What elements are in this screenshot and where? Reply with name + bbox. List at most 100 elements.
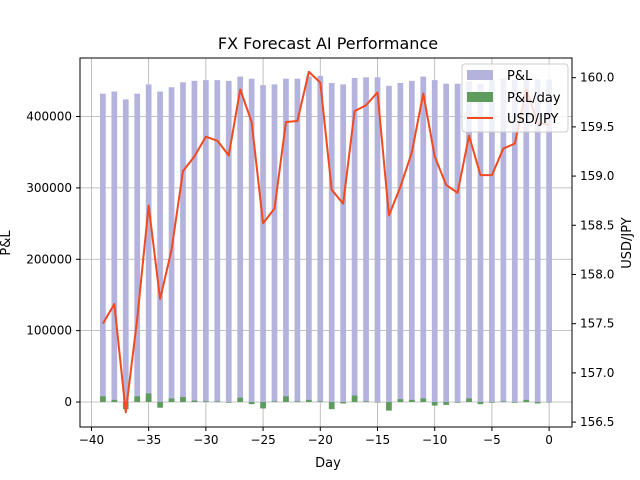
- y-right-tick-label: 158.0: [580, 267, 614, 281]
- pnl-bar: [397, 82, 404, 403]
- y-right-tick-label: 157.5: [580, 317, 614, 331]
- pnl-per-day-bar: [489, 402, 495, 403]
- y-left-tick-label: 0: [64, 395, 72, 409]
- pnl-per-day-bars: [100, 393, 552, 411]
- pnl-per-day-bar: [374, 402, 381, 403]
- pnl-per-day-bar: [466, 398, 472, 403]
- pnl-per-day-bar: [454, 402, 461, 403]
- pnl-per-day-bar: [214, 401, 221, 403]
- pnl-bar: [363, 77, 369, 403]
- pnl-bar: [546, 79, 552, 403]
- y-right-tick-label: 158.5: [580, 218, 614, 232]
- pnl-bar: [180, 82, 186, 403]
- x-tick-label: −5: [483, 433, 501, 447]
- pnl-per-day-bar: [168, 398, 175, 403]
- pnl-bar: [237, 76, 244, 403]
- legend: P&L P&L/day USD/JPY: [461, 63, 569, 133]
- y-axis-left-label: P&L: [0, 230, 14, 256]
- pnl-bars: [100, 75, 552, 403]
- legend-box: [461, 63, 569, 133]
- pnl-bar: [466, 81, 472, 403]
- pnl-bar: [134, 93, 141, 403]
- pnl-per-day-bar: [511, 402, 518, 403]
- plot-frame: [79, 57, 573, 428]
- x-tick-label: −35: [136, 433, 161, 447]
- pnl-per-day-bar: [283, 396, 289, 403]
- pnl-per-day-bar: [317, 401, 324, 403]
- pnl-per-day-bar: [340, 402, 347, 404]
- y-right-tick-label: 159.5: [580, 120, 614, 134]
- legend-label-pnl: P&L: [507, 69, 533, 84]
- pnl-bar: [489, 79, 495, 403]
- pnl-bar: [225, 80, 232, 403]
- y-axis-right-label: USD/JPY: [620, 217, 635, 269]
- pnl-per-day-bar: [134, 396, 141, 403]
- pnl-bar: [454, 83, 461, 403]
- pnl-per-day-bar: [443, 402, 449, 405]
- legend-label-pnl-per-day: P&L/day: [507, 91, 561, 106]
- usdjpy-line: [102, 70, 550, 414]
- pnl-bar: [214, 80, 221, 403]
- pnl-bar: [420, 76, 427, 403]
- y-left-tick-label: 300000: [26, 181, 72, 195]
- legend-swatch-pnl-per-day: [467, 92, 493, 102]
- pnl-per-day-bar: [386, 402, 392, 411]
- x-tick-label: −25: [250, 433, 275, 447]
- pnl-per-day-bar: [523, 399, 530, 403]
- pnl-bar: [191, 80, 198, 403]
- pnl-per-day-bar: [431, 402, 438, 406]
- y-right-tick-label: 157.0: [580, 366, 614, 380]
- chart-title: FX Forecast AI Performance: [218, 34, 438, 53]
- pnl-per-day-bar: [260, 402, 266, 409]
- pnl-per-day-bar: [248, 402, 255, 405]
- usdjpy-series-line: [102, 70, 550, 414]
- pnl-bar: [317, 75, 324, 403]
- pnl-bar: [386, 85, 392, 403]
- pnl-bar: [260, 85, 266, 403]
- pnl-bar: [145, 84, 152, 403]
- pnl-bar: [305, 76, 312, 403]
- pnl-per-day-bar: [305, 399, 312, 403]
- pnl-bar: [511, 80, 518, 403]
- pnl-per-day-bar: [408, 399, 415, 403]
- pnl-bar: [534, 79, 541, 403]
- pnl-bar: [283, 78, 289, 403]
- pnl-per-day-bar: [271, 401, 278, 403]
- x-tick-label: −10: [422, 433, 447, 447]
- pnl-per-day-bar: [420, 398, 427, 403]
- pnl-bar: [408, 80, 415, 403]
- x-tick-label: −20: [308, 433, 333, 447]
- pnl-per-day-bar: [534, 402, 541, 404]
- pnl-bar: [111, 91, 118, 403]
- y-left-tick-label: 400000: [26, 110, 72, 124]
- x-tick-label: 0: [545, 433, 553, 447]
- pnl-per-day-bar: [351, 395, 358, 403]
- pnl-bar: [340, 84, 347, 403]
- pnl-bar: [100, 93, 106, 403]
- y-right-tick-label: 156.5: [580, 415, 614, 429]
- pnl-bar: [294, 78, 301, 403]
- pnl-per-day-bar: [363, 401, 369, 403]
- x-axis: −40 −35 −30 −25 −20 −15 −10 −5 0: [79, 427, 553, 447]
- y-axis-right: 156.5 157.0 157.5 158.0 158.5 159.0 159.5 160.0: [572, 71, 614, 429]
- pnl-per-day-bar: [145, 393, 152, 403]
- pnl-bar: [500, 78, 507, 403]
- pnl-per-day-bar: [237, 397, 244, 403]
- y-right-tick-label: 159.0: [580, 169, 614, 183]
- pnl-per-day-bar: [225, 402, 232, 403]
- pnl-bar: [271, 84, 278, 403]
- pnl-bar: [157, 91, 163, 403]
- y-left-tick-label: 200000: [26, 252, 72, 266]
- pnl-bar: [431, 80, 438, 403]
- pnl-bar: [203, 80, 209, 403]
- pnl-per-day-bar: [157, 402, 163, 408]
- y-axis-left: 0 100000 200000 300000 400000: [26, 110, 80, 409]
- x-tick-label: −40: [79, 433, 104, 447]
- pnl-per-day-bar: [477, 402, 484, 405]
- pnl-per-day-bar: [328, 402, 335, 410]
- x-axis-label: Day: [315, 456, 341, 471]
- pnl-bar: [248, 78, 255, 403]
- x-tick-label: −15: [365, 433, 390, 447]
- legend-label-usdjpy: USD/JPY: [507, 112, 559, 127]
